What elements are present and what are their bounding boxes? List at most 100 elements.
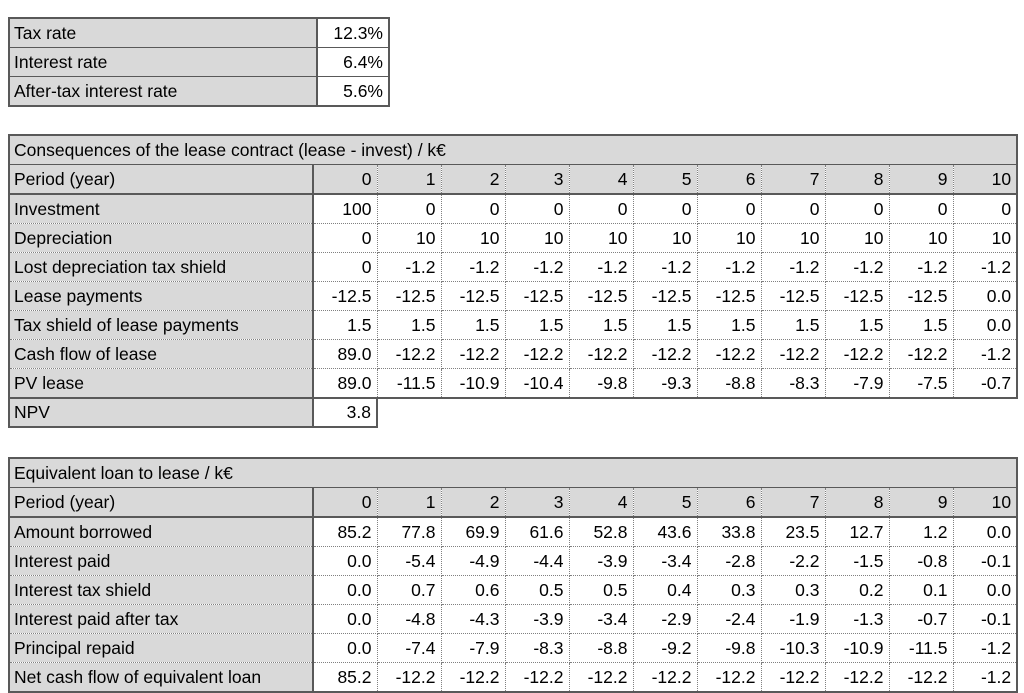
row-label-cell[interactable]: Lost depreciation tax shield — [9, 252, 314, 282]
period-cell[interactable]: 10 — [953, 164, 1018, 195]
value-cell[interactable]: 1.5 — [377, 310, 442, 340]
value-cell[interactable]: -4.4 — [505, 546, 570, 576]
value-cell[interactable]: -12.2 — [441, 339, 506, 369]
period-cell[interactable]: 4 — [569, 164, 634, 195]
row-label-cell[interactable]: Net cash flow of equivalent loan — [9, 662, 314, 692]
value-cell[interactable]: -4.9 — [441, 546, 506, 576]
value-cell[interactable]: -12.2 — [441, 662, 506, 692]
period-cell[interactable]: 2 — [441, 487, 506, 518]
value-cell[interactable]: 10 — [953, 223, 1018, 253]
param-value-cell[interactable]: 6.4% — [316, 47, 390, 77]
value-cell[interactable]: -1.2 — [505, 252, 570, 282]
value-cell[interactable]: -12.2 — [377, 339, 442, 369]
value-cell[interactable]: 1.5 — [313, 310, 378, 340]
value-cell[interactable]: -8.3 — [505, 633, 570, 663]
value-cell[interactable]: -12.2 — [633, 662, 698, 692]
row-label-cell[interactable]: Depreciation — [9, 223, 314, 253]
value-cell[interactable]: -9.3 — [633, 368, 698, 399]
value-cell[interactable]: 69.9 — [441, 516, 506, 547]
value-cell[interactable]: -10.3 — [761, 633, 826, 663]
value-cell[interactable]: 1.5 — [569, 310, 634, 340]
lease-table-title[interactable]: Consequences of the lease contract (leas… — [9, 135, 1018, 165]
value-cell[interactable]: 61.6 — [505, 516, 570, 547]
period-cell[interactable]: 6 — [697, 164, 762, 195]
row-label-cell[interactable]: Amount borrowed — [9, 516, 314, 547]
value-cell[interactable]: -1.2 — [377, 252, 442, 282]
value-cell[interactable]: -9.8 — [697, 633, 762, 663]
value-cell[interactable]: -12.2 — [505, 662, 570, 692]
value-cell[interactable]: 1.5 — [697, 310, 762, 340]
period-cell[interactable]: 10 — [953, 487, 1018, 518]
value-cell[interactable]: -4.3 — [441, 604, 506, 634]
value-cell[interactable]: -11.5 — [889, 633, 954, 663]
value-cell[interactable]: -12.5 — [441, 281, 506, 311]
value-cell[interactable]: 0 — [441, 194, 506, 224]
value-cell[interactable]: 0 — [697, 194, 762, 224]
value-cell[interactable]: -12.5 — [633, 281, 698, 311]
value-cell[interactable]: -12.5 — [377, 281, 442, 311]
value-cell[interactable]: -5.4 — [377, 546, 442, 576]
value-cell[interactable]: -12.2 — [697, 339, 762, 369]
value-cell[interactable]: -1.2 — [633, 252, 698, 282]
value-cell[interactable]: 1.5 — [441, 310, 506, 340]
value-cell[interactable]: 85.2 — [313, 516, 378, 547]
value-cell[interactable]: 10 — [505, 223, 570, 253]
value-cell[interactable]: -3.9 — [505, 604, 570, 634]
period-label-cell[interactable]: Period (year) — [9, 164, 314, 195]
value-cell[interactable]: 0 — [825, 194, 890, 224]
value-cell[interactable]: 89.0 — [313, 368, 378, 399]
value-cell[interactable]: 10 — [825, 223, 890, 253]
value-cell[interactable]: -12.2 — [761, 662, 826, 692]
value-cell[interactable]: -1.2 — [889, 252, 954, 282]
value-cell[interactable]: 23.5 — [761, 516, 826, 547]
value-cell[interactable]: -2.4 — [697, 604, 762, 634]
value-cell[interactable]: -1.2 — [825, 252, 890, 282]
value-cell[interactable]: 0.2 — [825, 575, 890, 605]
row-label-cell[interactable]: Interest paid — [9, 546, 314, 576]
value-cell[interactable]: 10 — [377, 223, 442, 253]
value-cell[interactable]: 1.5 — [761, 310, 826, 340]
row-label-cell[interactable]: Investment — [9, 194, 314, 224]
value-cell[interactable]: -1.2 — [697, 252, 762, 282]
value-cell[interactable]: 10 — [441, 223, 506, 253]
value-cell[interactable]: 0 — [505, 194, 570, 224]
row-label-cell[interactable]: Interest paid after tax — [9, 604, 314, 634]
value-cell[interactable]: -8.8 — [697, 368, 762, 399]
row-label-cell[interactable]: PV lease — [9, 368, 314, 399]
value-cell[interactable]: 1.5 — [633, 310, 698, 340]
value-cell[interactable]: -1.2 — [953, 662, 1018, 692]
value-cell[interactable]: 0 — [889, 194, 954, 224]
value-cell[interactable]: -12.5 — [825, 281, 890, 311]
value-cell[interactable]: -1.2 — [953, 252, 1018, 282]
value-cell[interactable]: -1.2 — [441, 252, 506, 282]
value-cell[interactable]: 10 — [889, 223, 954, 253]
value-cell[interactable]: -10.9 — [441, 368, 506, 399]
value-cell[interactable]: 0.7 — [377, 575, 442, 605]
value-cell[interactable]: 43.6 — [633, 516, 698, 547]
value-cell[interactable]: -3.4 — [569, 604, 634, 634]
period-label-cell[interactable]: Period (year) — [9, 487, 314, 518]
value-cell[interactable]: 0.0 — [953, 516, 1018, 547]
value-cell[interactable]: 1.5 — [505, 310, 570, 340]
value-cell[interactable]: 77.8 — [377, 516, 442, 547]
period-cell[interactable]: 1 — [377, 164, 442, 195]
value-cell[interactable]: -0.8 — [889, 546, 954, 576]
value-cell[interactable]: -1.2 — [761, 252, 826, 282]
value-cell[interactable]: -2.8 — [697, 546, 762, 576]
value-cell[interactable]: 0 — [761, 194, 826, 224]
value-cell[interactable]: 0 — [569, 194, 634, 224]
value-cell[interactable]: -12.2 — [761, 339, 826, 369]
period-cell[interactable]: 6 — [697, 487, 762, 518]
value-cell[interactable]: -12.2 — [377, 662, 442, 692]
value-cell[interactable]: 0.3 — [697, 575, 762, 605]
value-cell[interactable]: 0 — [313, 223, 378, 253]
value-cell[interactable]: 85.2 — [313, 662, 378, 692]
value-cell[interactable]: 0.5 — [569, 575, 634, 605]
period-cell[interactable]: 1 — [377, 487, 442, 518]
value-cell[interactable]: -12.2 — [889, 339, 954, 369]
value-cell[interactable]: -7.5 — [889, 368, 954, 399]
row-label-cell[interactable]: Tax shield of lease payments — [9, 310, 314, 340]
value-cell[interactable]: -1.9 — [761, 604, 826, 634]
value-cell[interactable]: 100 — [313, 194, 378, 224]
value-cell[interactable]: 0 — [313, 252, 378, 282]
